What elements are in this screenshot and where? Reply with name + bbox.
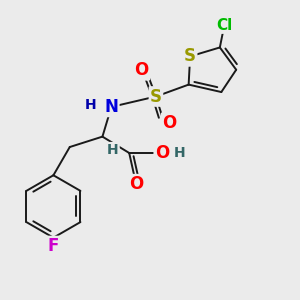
- Text: O: O: [162, 114, 176, 132]
- Text: S: S: [184, 47, 196, 65]
- Text: O: O: [155, 144, 169, 162]
- Text: F: F: [48, 237, 59, 255]
- Text: N: N: [104, 98, 118, 116]
- Text: Cl: Cl: [216, 18, 232, 33]
- Text: O: O: [130, 175, 144, 193]
- Text: S: S: [150, 88, 162, 106]
- Text: H: H: [85, 98, 96, 112]
- Text: O: O: [135, 61, 149, 79]
- Text: H: H: [174, 146, 185, 160]
- Text: H: H: [107, 143, 119, 157]
